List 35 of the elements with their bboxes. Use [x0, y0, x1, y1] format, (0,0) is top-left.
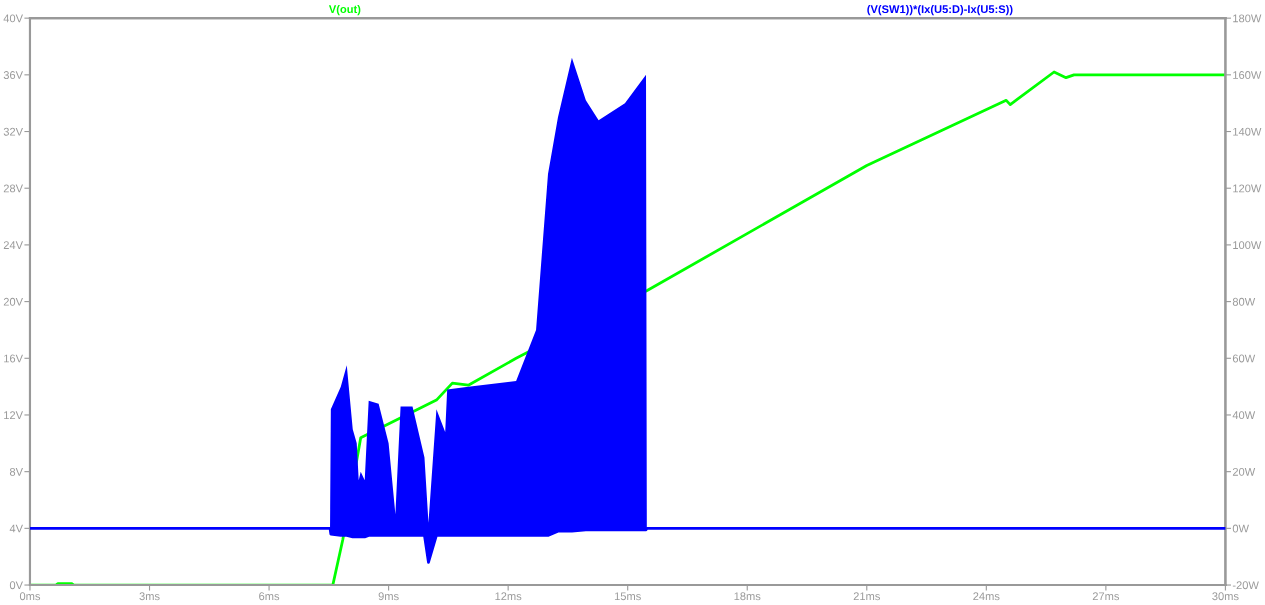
y2-tick-label: 140W: [1233, 127, 1262, 136]
x-tick-label: 12ms: [495, 592, 522, 601]
x-tick-label: 21ms: [853, 592, 880, 601]
y2-tick-label: 160W: [1233, 71, 1262, 79]
x-tick-label: 0ms: [19, 592, 41, 601]
y-tick-label: 40V: [3, 14, 23, 23]
x-tick-label: 18ms: [734, 592, 761, 601]
x-tick-label: 15ms: [614, 592, 641, 601]
x-tick-label: 9ms: [378, 592, 399, 601]
y2-tick-label: 60W: [1232, 354, 1256, 363]
y2-tick-label: 100W: [1233, 241, 1262, 250]
y-tick-label: 16V: [4, 354, 23, 363]
y-tick-label: 32V: [3, 127, 23, 136]
y2-tick-label: 0W: [1232, 524, 1249, 533]
y2-tick-label: 20W: [1232, 467, 1256, 476]
y2-tick-label: 40W: [1232, 411, 1256, 420]
y2-tick-label: 180W: [1233, 14, 1262, 23]
x-tick-label: 27ms: [1092, 592, 1120, 601]
text: V(out): [328, 4, 361, 16]
y2-tick-label: 120W: [1233, 184, 1262, 193]
x-tick-label: 30ms: [1212, 592, 1239, 601]
x-tick-label: 3ms: [139, 592, 160, 601]
y-tick-label: 4V: [9, 524, 23, 533]
y-tick-label: 12V: [4, 411, 23, 419]
x-tick-label: 6ms: [259, 592, 280, 601]
y2-tick-label: -20W: [1232, 581, 1259, 590]
y-tick-label: 0V: [9, 581, 23, 590]
text: (V(SW1))*(Ix(U5:D)-Ix(U5:S)): [867, 4, 1013, 16]
x-tick-label: 24ms: [973, 592, 1000, 601]
y-tick-label: 36V: [3, 71, 23, 79]
y-tick-label: 28V: [3, 184, 23, 193]
y2-tick-label: 80W: [1232, 297, 1256, 306]
y-tick-label: 24V: [3, 241, 23, 249]
y-tick-label: 20V: [3, 297, 23, 306]
y-tick-label: 8V: [9, 467, 23, 476]
